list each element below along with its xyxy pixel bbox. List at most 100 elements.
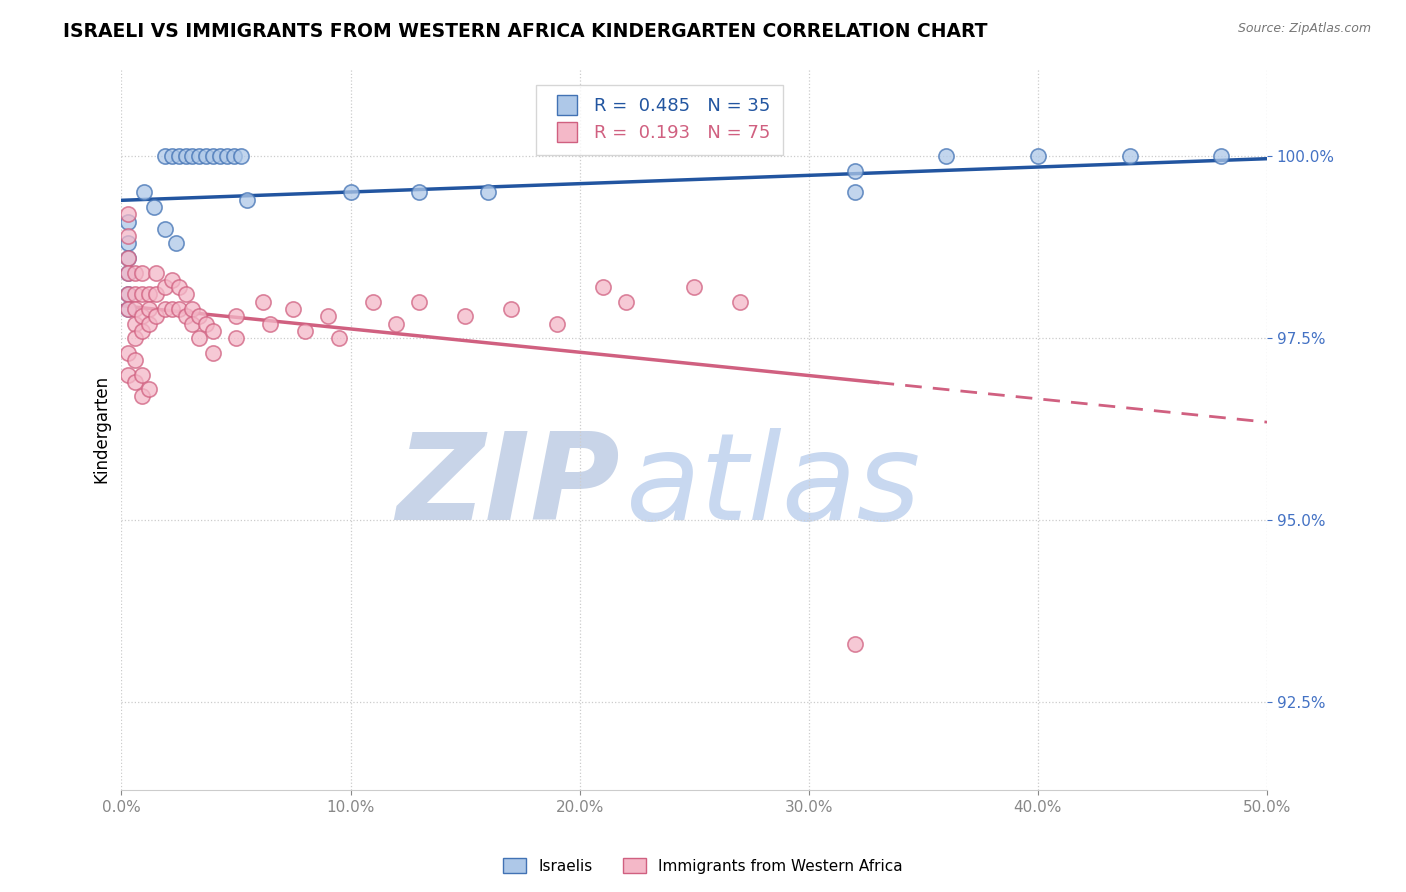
Point [844, 163, 866, 178]
Point [259, 317, 281, 331]
Point [117, 236, 139, 251]
Point [124, 375, 146, 389]
Point [117, 214, 139, 228]
Point [385, 317, 408, 331]
Point [124, 317, 146, 331]
Point [124, 301, 146, 316]
Point [153, 280, 176, 294]
Point [236, 193, 259, 207]
Point [131, 310, 153, 324]
Point [683, 280, 706, 294]
Text: Source: ZipAtlas.com: Source: ZipAtlas.com [1237, 22, 1371, 36]
Point [1211, 149, 1233, 163]
Point [728, 294, 751, 309]
Point [167, 280, 190, 294]
Point [117, 368, 139, 382]
Point [174, 287, 197, 301]
Point [408, 294, 430, 309]
Point [229, 149, 252, 163]
Point [592, 280, 614, 294]
Point [174, 149, 197, 163]
Point [188, 331, 211, 345]
Point [117, 207, 139, 221]
Point [117, 266, 139, 280]
Point [124, 331, 146, 345]
Point [131, 324, 153, 338]
Point [294, 324, 316, 338]
Point [225, 310, 247, 324]
Point [408, 186, 430, 200]
Point [153, 222, 176, 236]
Point [138, 287, 160, 301]
Point [138, 301, 160, 316]
Point [316, 310, 339, 324]
Point [167, 149, 190, 163]
Point [124, 287, 146, 301]
Point [117, 251, 139, 265]
Point [145, 266, 167, 280]
Point [131, 368, 153, 382]
Point [117, 287, 139, 301]
Point [202, 324, 225, 338]
Point [363, 294, 385, 309]
Point [124, 353, 146, 368]
Point [138, 317, 160, 331]
Point [195, 149, 218, 163]
Point [142, 200, 165, 214]
Point [117, 229, 139, 244]
Point [167, 301, 190, 316]
Point [131, 389, 153, 403]
Point [202, 149, 225, 163]
Point [117, 301, 139, 316]
Point [1026, 149, 1049, 163]
Point [614, 294, 637, 309]
Text: atlas: atlas [626, 428, 921, 545]
Point [181, 301, 204, 316]
Point [131, 287, 153, 301]
Point [160, 301, 183, 316]
Point [174, 310, 197, 324]
Point [477, 186, 499, 200]
Point [181, 317, 204, 331]
Point [145, 310, 167, 324]
Point [225, 331, 247, 345]
Point [844, 186, 866, 200]
Point [202, 345, 225, 359]
Point [546, 317, 568, 331]
Point [153, 301, 176, 316]
Point [208, 149, 231, 163]
Point [160, 149, 183, 163]
Point [339, 186, 361, 200]
Point [117, 301, 139, 316]
Legend: R =  0.485   N = 35, R =  0.193   N = 75: R = 0.485 N = 35, R = 0.193 N = 75 [537, 85, 783, 155]
Point [252, 294, 274, 309]
Point [328, 331, 350, 345]
Point [222, 149, 245, 163]
Point [117, 266, 139, 280]
Point [165, 236, 187, 251]
Point [283, 301, 305, 316]
Point [1118, 149, 1140, 163]
Point [117, 251, 139, 265]
Point [153, 149, 176, 163]
Point [117, 345, 139, 359]
Legend: Israelis, Immigrants from Western Africa: Israelis, Immigrants from Western Africa [498, 852, 908, 880]
Point [499, 301, 522, 316]
Point [188, 310, 211, 324]
Text: ISRAELI VS IMMIGRANTS FROM WESTERN AFRICA KINDERGARTEN CORRELATION CHART: ISRAELI VS IMMIGRANTS FROM WESTERN AFRIC… [63, 22, 988, 41]
Text: ZIP: ZIP [396, 428, 620, 545]
Point [181, 149, 204, 163]
Point [215, 149, 238, 163]
Point [195, 317, 218, 331]
Point [138, 382, 160, 396]
Point [131, 266, 153, 280]
Point [454, 310, 477, 324]
Y-axis label: Kindergarten: Kindergarten [93, 376, 110, 483]
Point [145, 287, 167, 301]
Point [160, 273, 183, 287]
Point [188, 149, 211, 163]
Point [935, 149, 957, 163]
Point [134, 186, 156, 200]
Point [117, 287, 139, 301]
Point [124, 266, 146, 280]
